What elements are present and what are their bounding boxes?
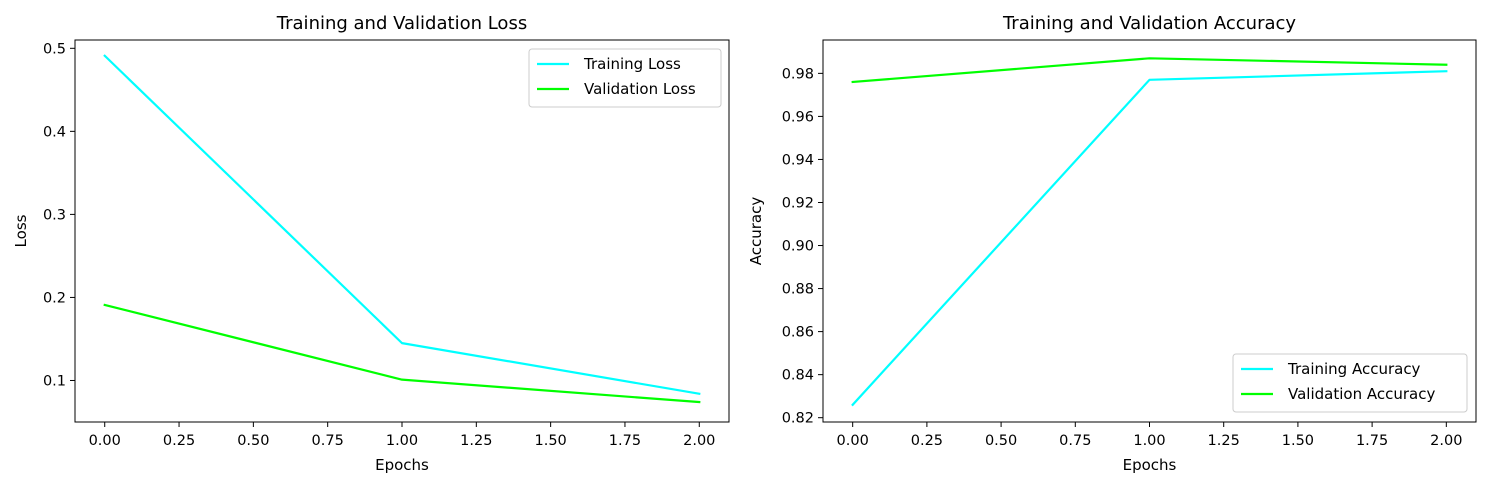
x-tick-label: 0.50: [237, 433, 269, 449]
x-tick-label: 0.25: [911, 433, 943, 449]
y-axis-label: Loss: [12, 214, 30, 247]
y-tick-label: 0.92: [782, 195, 814, 211]
x-tick-label: 1.25: [460, 433, 492, 449]
chart-2: Training and Validation Accuracy 0.00 0.25…: [747, 13, 1477, 474]
y-tick-label: 0.4: [43, 124, 66, 140]
legend: Training Loss Validation Loss: [528, 48, 722, 108]
series-line-training-accuracy: [851, 70, 1448, 407]
y-axis-label: Accuracy: [747, 197, 765, 266]
y-tick-label: 0.98: [782, 66, 814, 82]
x-tick-label: 2.00: [1430, 433, 1462, 449]
x-axis-label: Epochs: [1123, 456, 1177, 474]
y-tick-label: 0.90: [782, 239, 814, 255]
legend-box: [1232, 353, 1468, 413]
legend: Training Accuracy Validation Accuracy: [1232, 353, 1468, 413]
x-tick-label: 1.75: [1356, 433, 1388, 449]
x-tick-label: 0.00: [89, 433, 121, 449]
series-line-validation-accuracy: [851, 57, 1448, 84]
series-line-training-loss: [103, 54, 701, 396]
x-tick-label: 0.75: [1059, 433, 1091, 449]
x-tick-label: 0.50: [985, 433, 1017, 449]
chart-title: Training and Validation Accuracy: [1002, 13, 1296, 34]
y-tick-label: 0.5: [43, 41, 66, 57]
x-tick-label: 1.50: [1282, 433, 1314, 449]
legend-label: Training Accuracy: [1287, 360, 1421, 378]
x-tick-label: 1.25: [1208, 433, 1240, 449]
y-tick-label: 0.88: [782, 282, 814, 298]
x-axis-label: Epochs: [375, 456, 429, 474]
y-tick-label: 0.3: [43, 207, 66, 223]
y-tick-label: 0.1: [43, 373, 66, 389]
y-tick-label: 0.96: [782, 109, 814, 125]
legend-label: Validation Loss: [584, 80, 696, 98]
x-tick-label: 0.00: [837, 433, 869, 449]
x-tick-label: 1.00: [1133, 433, 1165, 449]
legend-box: [528, 48, 722, 108]
series-line-validation-loss: [103, 303, 701, 404]
x-tick-label: 1.75: [609, 433, 641, 449]
y-tick-label: 0.2: [43, 290, 66, 306]
y-tick-label: 0.86: [782, 325, 814, 341]
x-tick-label: 2.00: [683, 433, 715, 449]
y-tick-label: 0.84: [782, 368, 814, 384]
x-tick-label: 1.50: [534, 433, 566, 449]
legend-label: Validation Accuracy: [1288, 385, 1435, 403]
y-tick-label: 0.82: [782, 411, 814, 427]
x-tick-label: 0.25: [163, 433, 195, 449]
legend-label: Training Loss: [583, 55, 681, 73]
y-tick-label: 0.94: [782, 152, 814, 168]
x-tick-label: 0.75: [312, 433, 344, 449]
chart-title: Training and Validation Loss: [276, 13, 527, 34]
x-tick-label: 1.00: [386, 433, 418, 449]
